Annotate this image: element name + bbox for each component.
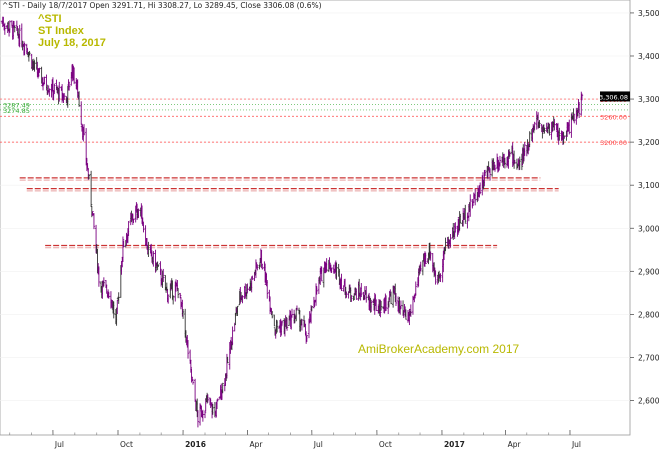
y-tick-label: 2,700 bbox=[638, 353, 660, 362]
x-tick-label: Apr bbox=[508, 440, 522, 449]
last-close-label: 3,306.08 bbox=[599, 93, 628, 101]
level-label: 3260.00 bbox=[600, 113, 627, 121]
last-close-tag: 3,306.08 bbox=[599, 91, 630, 102]
x-tick-label: Oct bbox=[120, 440, 133, 449]
y-tick-label: 3,200 bbox=[638, 138, 660, 147]
support-lines bbox=[19, 177, 559, 249]
last-close-box bbox=[600, 91, 630, 102]
guide-label: 3287.49 bbox=[3, 101, 30, 109]
x-tick-label: Apr bbox=[249, 440, 263, 449]
x-tick-label: 2017 bbox=[444, 440, 465, 449]
plot-frame bbox=[0, 0, 631, 436]
chart-header: ^STI - Daily 18/7/2017 Open 3291.71, Hi … bbox=[2, 1, 322, 10]
x-tick-label: Jul bbox=[313, 440, 323, 449]
y-tick-label: 3,100 bbox=[638, 181, 660, 190]
y-tick-label: 3,400 bbox=[638, 52, 660, 61]
price-bars bbox=[0, 16, 584, 428]
y-tick-label: 3,500 bbox=[638, 9, 660, 18]
watermark: AmiBrokerAcademy.com 2017 bbox=[358, 342, 520, 356]
x-tick-label: Oct bbox=[379, 440, 392, 449]
x-tick-label: Jul bbox=[571, 440, 581, 449]
level-label: 3200.00 bbox=[600, 139, 627, 147]
x-tick-label: Jul bbox=[54, 440, 64, 449]
guide-label: 3274.85 bbox=[3, 107, 30, 115]
chart-symbol: ^STI bbox=[38, 13, 62, 25]
y-tick-label: 3,300 bbox=[638, 95, 660, 104]
y-tick-label: 2,800 bbox=[638, 310, 660, 319]
y-axis: 3,500 3,400 3,300 3,200 3,100 3,000 2,900 2,800… bbox=[630, 9, 660, 406]
x-tick-label: 2016 bbox=[185, 440, 206, 449]
y-tick-label: 2,600 bbox=[638, 397, 660, 406]
chart-date: July 18, 2017 bbox=[38, 37, 106, 49]
x-axis: Jul Oct 2016 Apr Jul Oct 2017 Apr Jul bbox=[9, 430, 581, 449]
chart-index-name: ST Index bbox=[38, 25, 84, 37]
y-tick-label: 2,900 bbox=[638, 267, 660, 276]
y-tick-label: 3,000 bbox=[638, 224, 660, 233]
